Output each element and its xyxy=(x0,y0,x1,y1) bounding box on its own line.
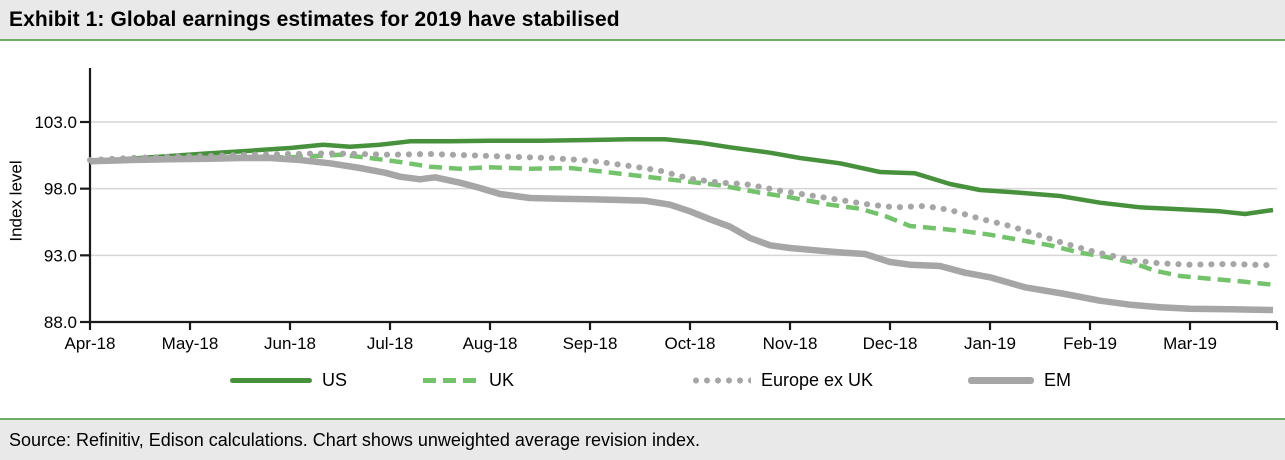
chart-area: 88.0 93.0 98.0 103.0 Apr-18 May-18 Jun-18 Jul-1… xyxy=(0,41,1285,418)
chart-legend: US UK Europe ex UK EM xyxy=(0,368,1285,394)
series-em xyxy=(89,154,1274,314)
source-note: Source: Refinitiv, Edison calculations. … xyxy=(9,429,701,450)
legend-item-uk: UK xyxy=(423,368,514,392)
legend-item-us: US xyxy=(230,368,347,392)
x-tick-label: Jun-18 xyxy=(264,334,316,353)
legend-swatch-dotted xyxy=(693,376,751,384)
series-europe-ex-uk xyxy=(87,150,1276,269)
exhibit-title-bar: Exhibit 1: Global earnings estimates for… xyxy=(0,0,1285,41)
legend-label: UK xyxy=(489,369,515,390)
x-tick-label: Jul-18 xyxy=(367,334,413,353)
axes: 88.0 93.0 98.0 103.0 Apr-18 May-18 Jun-18 Jul-1… xyxy=(34,68,1279,353)
legend-label: Europe ex UK xyxy=(761,369,874,390)
x-tick-label: Mar-19 xyxy=(1163,334,1217,353)
x-tick-label: Aug-18 xyxy=(463,334,518,353)
y-tick-label: 98.0 xyxy=(44,180,77,199)
source-bar: Source: Refinitiv, Edison calculations. … xyxy=(0,418,1285,460)
legend-swatch-solid xyxy=(230,377,312,383)
legend-label: US xyxy=(322,369,348,390)
x-tick-label: Nov-18 xyxy=(763,334,818,353)
exhibit-title: Exhibit 1: Global earnings estimates for… xyxy=(9,7,620,31)
y-tick-label: 103.0 xyxy=(34,113,77,132)
legend-item-europe-ex-uk: Europe ex UK xyxy=(693,368,873,392)
legend-swatch-solid xyxy=(968,376,1034,384)
x-tick-label: Sep-18 xyxy=(563,334,618,353)
series-us xyxy=(89,137,1274,217)
gridlines xyxy=(90,121,1277,257)
legend-swatch-dashed xyxy=(423,377,479,383)
x-tick-label: Oct-18 xyxy=(664,334,715,353)
series-uk xyxy=(89,152,1274,287)
line-chart-svg: 88.0 93.0 98.0 103.0 Apr-18 May-18 Jun-18 Jul-1… xyxy=(34,68,1279,353)
x-tick-label: Jan-19 xyxy=(964,334,1016,353)
y-tick-label: 88.0 xyxy=(44,313,77,332)
x-tick-label: May-18 xyxy=(162,334,219,353)
x-tick-label: Feb-19 xyxy=(1063,334,1117,353)
legend-item-em: EM xyxy=(968,368,1071,392)
y-axis-title: Index level xyxy=(7,160,26,242)
y-tick-label: 93.0 xyxy=(44,246,77,265)
x-tick-label: Apr-18 xyxy=(64,334,115,353)
x-tick-label: Dec-18 xyxy=(863,334,918,353)
legend-label: EM xyxy=(1044,369,1071,390)
